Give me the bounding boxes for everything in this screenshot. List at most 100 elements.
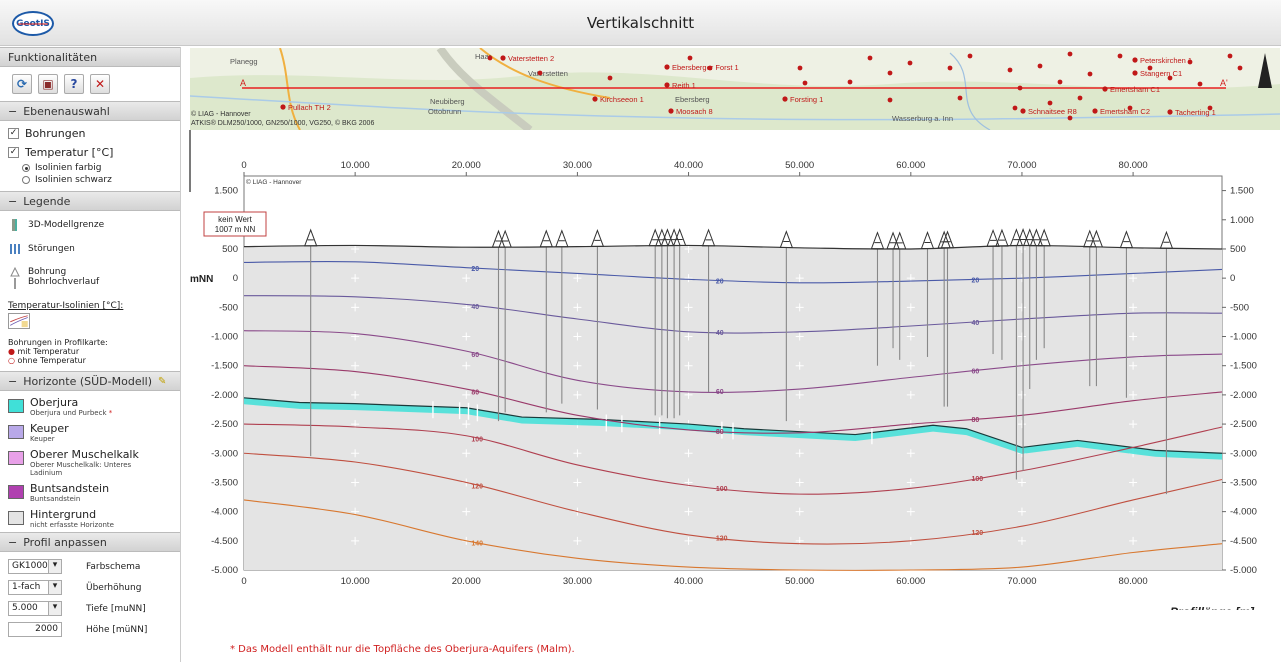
profile-header[interactable]: − Profil anpassen [0,532,180,552]
terrain-surface-line [243,244,1223,250]
horizons-header[interactable]: − Horizonte (SÜD-Modell) ✎ [0,371,180,391]
horizon-oberer-muschelkalk[interactable]: Oberer Muschelkalk Oberer Muschelkalk: U… [0,446,180,480]
y-tick-label-right: -2.000 [1230,390,1257,401]
save-button[interactable]: ▣ [38,74,58,94]
geotis-logo[interactable]: GeotIS [12,11,54,36]
radio-isolinien-schwarz[interactable]: Isolinien schwarz [0,174,180,191]
checkbox-temperatur[interactable]: ✓ [8,147,19,158]
horizon-swatch [8,425,24,439]
map-borehole-dot[interactable] [1092,108,1098,114]
grid-marker [1129,332,1138,341]
map-place-label: Schnaitsee R8 [1028,107,1077,116]
map-borehole-dot[interactable] [1132,70,1138,76]
radio-button[interactable] [22,164,30,172]
model-footnote: * Das Modell enthält nur die Topfläche d… [230,644,575,655]
map-borehole-dot[interactable] [487,55,493,61]
radio-isolinien-farbig[interactable]: Isolinien farbig [0,162,180,174]
map-borehole-dot[interactable] [1007,67,1013,73]
map-borehole-dot[interactable] [1102,86,1108,92]
x-axis-title: Profillänge [m] [1170,605,1255,610]
map-borehole-dot[interactable] [967,53,973,59]
map-borehole-dot[interactable] [887,70,893,76]
map-borehole-dot[interactable] [847,79,853,85]
help-button[interactable]: ? [64,74,84,94]
grid-marker [462,274,471,283]
map-borehole-dot[interactable] [1167,75,1173,81]
map-borehole-dot[interactable] [1012,105,1018,111]
map-borehole-dot[interactable] [607,75,613,81]
functions-header-label: Funktionalitäten [8,50,98,64]
x-tick-label-bottom: 10.000 [341,576,370,587]
horizon-keuper[interactable]: Keuper Keuper [0,420,180,446]
isoline-label: 120 [716,536,728,543]
grid-marker [573,303,582,312]
layers-header[interactable]: − Ebenenauswahl [0,101,180,121]
edit-icon[interactable]: ✎ [158,375,167,387]
horizon-buntsandstein[interactable]: Buntsandstein Buntsandstein [0,480,180,506]
layer-bohrungen[interactable]: ✓ Bohrungen [0,124,180,143]
cross-section-chart[interactable]: 20 20 20 40 40 40 60 60 60 80 80 80 100 100 100 120 120 1… [182,46,1281,619]
map-borehole-dot[interactable] [1017,85,1023,91]
checkbox-bohrungen[interactable]: ✓ [8,128,19,139]
map-borehole-dot[interactable] [1077,95,1083,101]
tooltip-box [203,211,267,237]
map-borehole-dot[interactable] [1037,63,1043,69]
form-label: Überhöhung [86,582,142,593]
map-borehole-dot[interactable] [687,55,693,61]
refresh-button[interactable]: ⟳ [12,74,32,94]
map-borehole-dot[interactable] [1227,53,1233,59]
map-borehole-dot[interactable] [887,97,893,103]
map-borehole-dot[interactable] [947,65,953,71]
profile-map-canvas[interactable]: A A' © LIAG - Hannover ATKIS® DLM250/100… [190,48,1280,130]
map-borehole-dot[interactable] [1167,109,1173,115]
profile-map[interactable]: A A' © LIAG - Hannover ATKIS® DLM250/100… [190,48,1280,130]
y-tick-label-left: -1.500 [211,361,238,372]
map-borehole-dot[interactable] [1087,71,1093,77]
map-borehole-dot[interactable] [907,60,913,66]
map-borehole-dot[interactable] [1132,57,1138,63]
map-borehole-dot[interactable] [1057,79,1063,85]
map-borehole-dot[interactable] [797,65,803,71]
map-borehole-dot[interactable] [664,64,670,70]
horizon-swatch [8,451,24,465]
map-borehole-dot[interactable] [668,108,674,114]
map-borehole-dot[interactable] [1187,59,1193,65]
horizon-oberjura[interactable]: Oberjura Oberjura und Purbeck * [0,394,180,420]
map-borehole-dot[interactable] [537,70,543,76]
farbschema-select[interactable]: GK1000 [8,559,62,574]
sidebar: Funktionalitäten ⟳ ▣ ? ✕ − Ebenenauswahl… [0,47,181,662]
y-tick-label-left: -500 [219,302,238,313]
map-borehole-dot[interactable] [592,96,598,102]
map-borehole-dot[interactable] [664,82,670,88]
map-borehole-dot[interactable] [707,65,713,71]
tiefe-select[interactable]: 5.000 [8,601,62,616]
map-borehole-dot[interactable] [500,55,506,61]
map-borehole-dot[interactable] [1197,81,1203,87]
horizon-hintergrund[interactable]: Hintergrund nicht erfasste Horizonte [0,506,180,532]
map-borehole-dot[interactable] [1207,105,1213,111]
map-borehole-dot[interactable] [802,80,808,86]
grid-marker [462,361,471,370]
legend-header[interactable]: − Legende [0,191,180,211]
layer-temperatur[interactable]: ✓ Temperatur [°C] [0,143,180,162]
map-place-label: Forsting 1 [790,95,823,104]
map-borehole-dot[interactable] [782,96,788,102]
map-borehole-dot[interactable] [957,95,963,101]
isoline-label: 60 [716,389,724,396]
map-borehole-dot[interactable] [1147,65,1153,71]
map-borehole-dot[interactable] [1237,65,1243,71]
map-borehole-dot[interactable] [1020,108,1026,114]
map-borehole-dot[interactable] [1127,105,1133,111]
ueberhoehung-select[interactable]: 1-fach [8,580,62,595]
x-tick-label-bottom: 40.000 [674,576,703,587]
map-borehole-dot[interactable] [1117,53,1123,59]
map-borehole-dot[interactable] [1047,100,1053,106]
radio-button[interactable] [22,176,30,184]
close-button[interactable]: ✕ [90,74,110,94]
map-borehole-dot[interactable] [1067,51,1073,57]
map-borehole-dot[interactable] [1067,115,1073,121]
map-borehole-dot[interactable] [280,104,286,110]
grid-marker [462,332,471,341]
map-borehole-dot[interactable] [867,55,873,61]
hoehe-input[interactable]: 2000 [8,622,62,637]
